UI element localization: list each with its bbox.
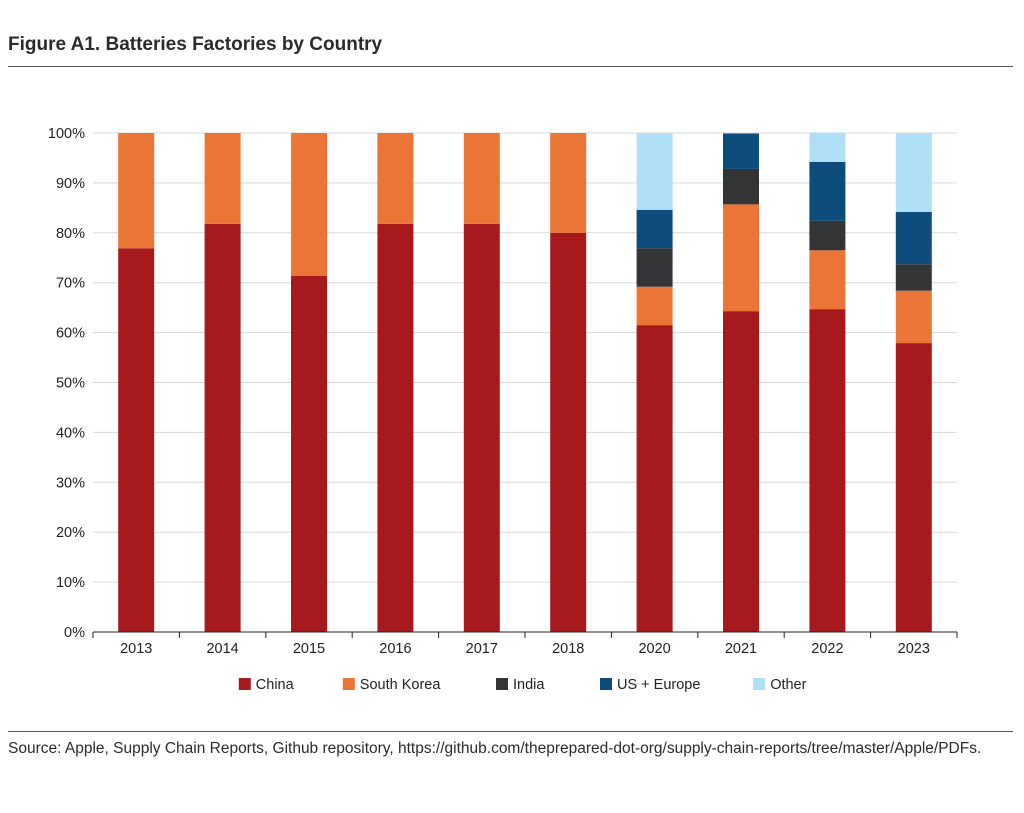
bar-segment-us-europe [636,209,673,249]
y-tick-label: 100% [48,126,85,142]
x-tick-label: 2015 [293,641,325,657]
y-tick-label: 10% [56,575,85,591]
bar-segment-south-korea [291,133,327,276]
y-tick-label: 70% [56,276,85,292]
axes: 0% 10% 20% 30% 40% 50% 60% 70% 80% 90% 100% 2013 201… [48,126,958,657]
bar-segment-india [809,220,846,251]
bar-segment-other [809,132,846,162]
legend-label-india: India [513,677,545,693]
bar-segment-china [723,311,759,632]
legend-label-china: China [256,677,295,693]
y-tick-label: 90% [56,176,85,192]
legend-swatch-south-korea [342,678,355,690]
y-tick-label: 40% [56,425,85,441]
legend-swatch-china [238,678,251,690]
legend-swatch-india [496,678,508,690]
bar-segment-south-korea [723,204,759,312]
legend-label-south-korea: South Korea [360,677,442,693]
x-tick-label: 2013 [120,641,152,657]
legend-label-other: Other [770,677,806,693]
bar-segment-other [895,133,932,212]
bar-segment-china [204,223,241,632]
bottom-divider [8,731,1013,732]
bar-segment-south-korea [550,133,587,233]
bar-segment-us-europe [723,133,759,169]
bars [118,132,932,633]
bar-segment-india [723,168,759,205]
bar-segment-china [550,232,587,633]
bar-segment-south-korea [895,290,932,344]
x-tick-label: 2016 [379,641,411,657]
x-tick-label: 2018 [552,641,584,657]
y-tick-label: 80% [56,226,85,242]
legend-label-us-europe: US + Europe [617,677,700,693]
figure-title: Figure A1. Batteries Factories by Countr… [8,34,383,55]
legend-swatch-us-europe [600,678,612,690]
bar-segment-south-korea [463,133,500,224]
y-tick-label: 0% [64,625,85,641]
bar-segment-south-korea [204,133,241,224]
bar-segment-india [636,248,673,287]
bar-segment-china [636,325,673,632]
bar-segment-china [463,223,500,632]
bar-segment-other [636,133,673,210]
bar-segment-china [895,343,932,632]
stacked-bar-chart: 0% 10% 20% 30% 40% 50% 60% 70% 80% 90% 100% 2013 201… [48,126,958,693]
bar-segment-india [895,264,932,291]
bar-segment-south-korea [377,133,414,224]
bar-segment-south-korea [636,286,673,326]
bar-segment-china [118,248,155,633]
bar-segment-china [377,223,414,632]
x-tick-label: 2023 [898,641,930,657]
source-note: Source: Apple, Supply Chain Reports, Git… [8,740,982,757]
bar-segment-us-europe [895,211,932,265]
bar-segment-china [809,309,846,632]
bar-segment-south-korea [809,250,846,310]
legend: China South Korea India US + Europe Other [238,677,807,693]
bar-segment-china [291,275,327,632]
y-tick-label: 30% [56,475,85,491]
x-tick-label: 2022 [811,641,843,657]
top-divider [8,66,1013,67]
x-tick-label: 2021 [725,641,757,657]
y-tick-label: 20% [56,525,85,541]
x-tick-label: 2014 [206,641,238,657]
bar-segment-south-korea [118,133,155,249]
x-tick-label: 2020 [638,641,670,657]
y-tick-label: 60% [56,326,85,342]
legend-swatch-other [753,678,766,690]
bar-segment-us-europe [809,161,846,221]
x-tick-label: 2017 [466,641,498,657]
y-tick-label: 50% [56,376,85,392]
